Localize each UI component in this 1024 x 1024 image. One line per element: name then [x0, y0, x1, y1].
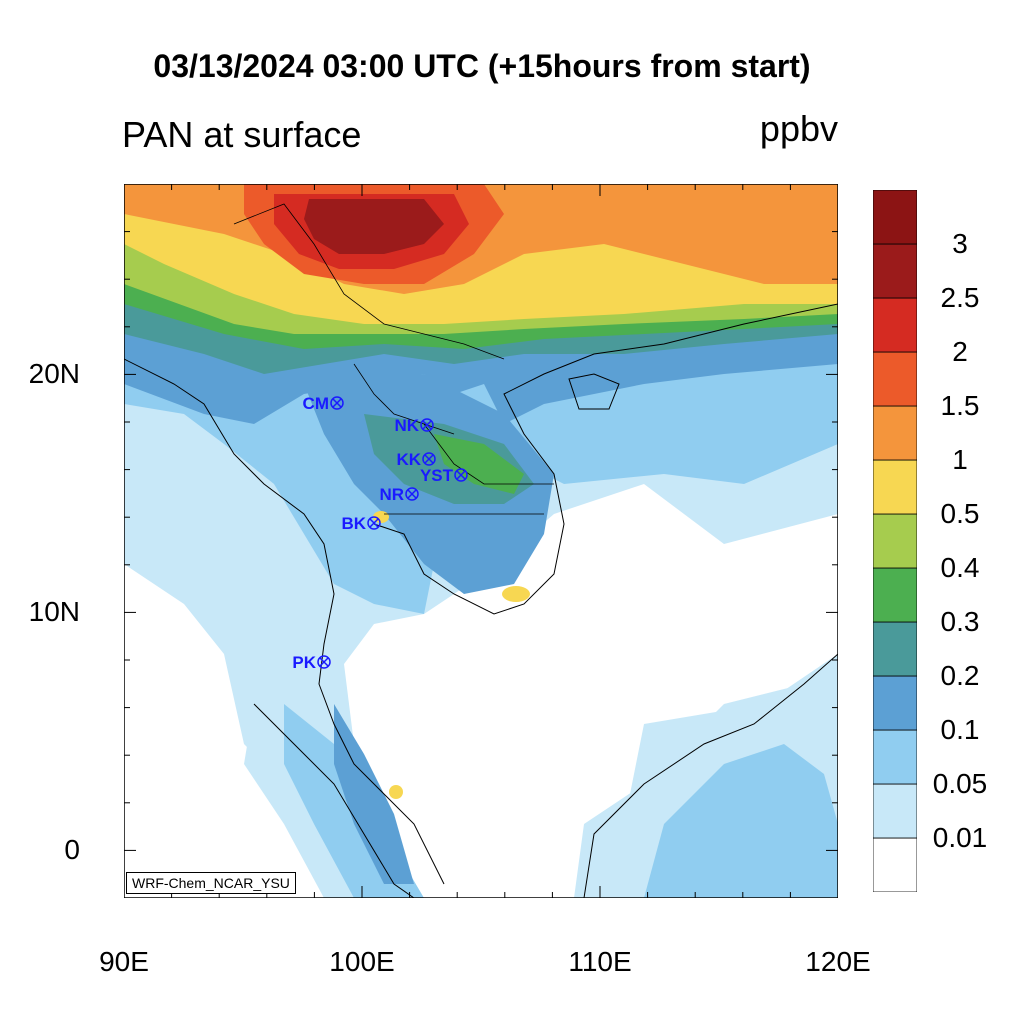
units-label: ppbv	[759, 108, 838, 149]
colorbar-tick-label: 0.4	[940, 552, 980, 583]
station-label: NK	[394, 416, 419, 435]
station-marker: NR	[379, 485, 419, 504]
station-marker: BK	[341, 514, 381, 533]
contour-3	[304, 199, 444, 254]
lon-label-120e: 120E	[805, 946, 871, 977]
station-cross	[332, 398, 342, 408]
colorbar-box	[873, 729, 917, 785]
contour-01-south	[334, 704, 414, 884]
lon-label-90e: 90E	[99, 946, 149, 977]
station-label: YST	[420, 466, 454, 485]
station-marker: NK	[394, 416, 434, 435]
colorbar-box	[873, 459, 917, 515]
station-label: KK	[396, 450, 421, 469]
coastline-hainan	[568, 373, 620, 410]
station-label: CM	[303, 394, 329, 413]
lat-label-0: 0	[64, 834, 80, 865]
lat-label-20n: 20N	[28, 358, 80, 389]
coastline-gulf	[373, 303, 838, 615]
colorbar-tick-label: 0.2	[940, 660, 980, 691]
station-label: BK	[341, 514, 366, 533]
coastline-sumatra	[253, 703, 415, 898]
station-symbol	[367, 516, 381, 530]
map-ticks	[124, 184, 838, 898]
station-symbol	[405, 487, 419, 501]
coastline-mainland	[124, 358, 445, 885]
colorbar-box	[873, 837, 917, 892]
station-cross	[456, 470, 466, 480]
station-marker: KK	[396, 450, 436, 469]
station-cross	[369, 518, 379, 528]
colorbar-box	[873, 243, 917, 299]
colorbar-tick-label: 3	[952, 228, 968, 259]
lat-label-10n: 10N	[28, 596, 80, 627]
field-label: PAN at surface	[122, 114, 362, 155]
colorbar-tick-label: 0.05	[932, 768, 988, 799]
colorbar-box	[873, 567, 917, 623]
colorbar-box	[873, 351, 917, 407]
colorbar-tick-label: 1.5	[940, 390, 980, 421]
main-title: 03/13/2024 03:00 UTC (+15hours from star…	[153, 48, 811, 84]
station-marker: PK	[292, 653, 331, 672]
colorbar	[873, 190, 917, 892]
station-cross	[422, 420, 432, 430]
colorbar-box	[873, 297, 917, 353]
colorbar-tick-label: 2	[952, 336, 968, 367]
colorbar-tick-label: 0.1	[940, 714, 980, 745]
colorbar-box	[873, 190, 917, 245]
hotspot-saigon	[502, 586, 530, 602]
colorbar-tick-label: 0.3	[940, 606, 980, 637]
station-cross	[319, 657, 329, 667]
station-marker: YST	[420, 466, 468, 485]
station-cross	[407, 489, 417, 499]
station-symbol	[422, 452, 436, 466]
colorbar-box	[873, 621, 917, 677]
contour-005-borneo	[644, 744, 838, 898]
station-cross	[424, 454, 434, 464]
colorbar-box	[873, 405, 917, 461]
station-label: NR	[379, 485, 404, 504]
colorbar-tick-label: 0.5	[940, 498, 980, 529]
station-symbol	[317, 655, 331, 669]
hotspot-kl	[389, 785, 403, 799]
colorbar-tick-label: 1	[952, 444, 968, 475]
colorbar-tick-label: 0.01	[932, 822, 988, 853]
station-label: PK	[292, 653, 316, 672]
coastline-borneo	[583, 653, 838, 898]
colorbar-box	[873, 675, 917, 731]
colorbar-box	[873, 783, 917, 839]
lon-label-100e: 100E	[329, 946, 395, 977]
lon-label-110e: 110E	[568, 946, 632, 977]
station-symbol	[330, 396, 344, 410]
credit-label: WRF-Chem_NCAR_YSU	[126, 872, 296, 894]
station-symbol	[454, 468, 468, 482]
station-marker: CM	[303, 394, 344, 413]
colorbar-tick-label: 2.5	[940, 282, 980, 313]
station-symbol	[420, 418, 434, 432]
contour-03-thai	[434, 434, 524, 494]
colorbar-box	[873, 513, 917, 569]
border-lines	[233, 203, 554, 515]
